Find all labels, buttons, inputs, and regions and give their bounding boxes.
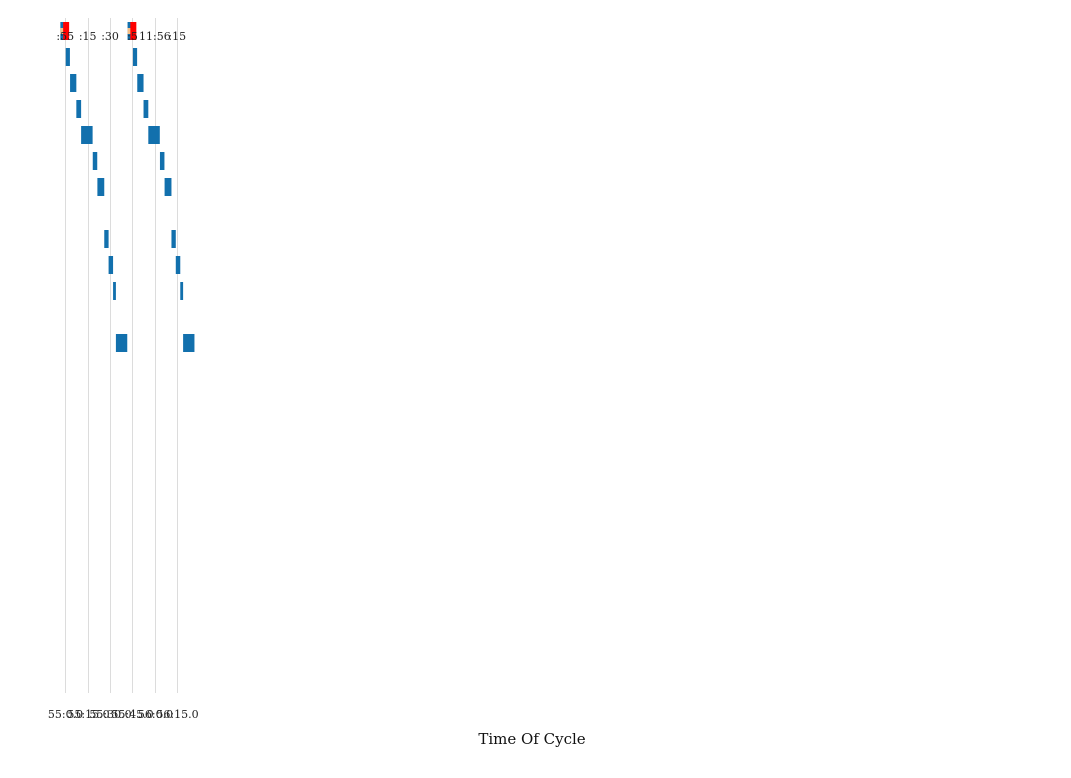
x-tick-label-top: :30 bbox=[101, 30, 119, 43]
gantt-bar bbox=[159, 152, 165, 170]
gantt-bar bbox=[143, 100, 149, 118]
x-tick-label-bottom: 55:0.0 bbox=[48, 708, 83, 721]
gantt-bar bbox=[104, 230, 109, 248]
gantt-bar bbox=[81, 126, 93, 144]
gantt-bar bbox=[148, 126, 160, 144]
legend-layer bbox=[60, 22, 137, 40]
legend-stripe bbox=[127, 28, 133, 34]
gantt-bar bbox=[115, 334, 128, 352]
gantt-bar bbox=[175, 256, 181, 274]
gantt-bar bbox=[164, 178, 172, 196]
x-tick-label-bottom: 55:30.0 bbox=[89, 708, 131, 721]
x-tick-label-bottom: 55:45.0 bbox=[111, 708, 153, 721]
legend-marker bbox=[63, 22, 70, 40]
bar-layer bbox=[65, 48, 195, 352]
gantt-bar bbox=[137, 74, 144, 92]
x-tick-label-bottom: 56:15.0 bbox=[156, 708, 198, 721]
x-tick-label-top: 11:56 bbox=[139, 30, 171, 43]
gantt-bar bbox=[70, 74, 77, 92]
gantt-bar bbox=[76, 100, 82, 118]
x-tick-label-top: :15 bbox=[168, 30, 186, 43]
gantt-bar bbox=[180, 282, 184, 300]
x-tick-label-top: :15 bbox=[79, 30, 97, 43]
grid-layer bbox=[65, 18, 178, 693]
x-tick-label-bottom: 55:15.0 bbox=[67, 708, 109, 721]
gantt-bar bbox=[132, 48, 138, 66]
x-tick-label-bottom: 56:0.0 bbox=[138, 708, 173, 721]
x-tick-label-top: :55 bbox=[56, 30, 74, 43]
gantt-bar bbox=[113, 282, 116, 300]
legend-stripe bbox=[60, 28, 66, 34]
x-axis-title: Time Of Cycle bbox=[478, 730, 585, 748]
bottom-tick-layer: 55:0.055:15.055:30.055:45.056:0.056:15.0 bbox=[48, 708, 199, 721]
legend-marker bbox=[130, 22, 137, 40]
top-tick-layer: :55:15:30:5 11:56:15 bbox=[56, 30, 186, 43]
gantt-bar bbox=[108, 256, 114, 274]
gantt-bar bbox=[183, 334, 195, 352]
gantt-bar bbox=[92, 152, 98, 170]
gantt-bar bbox=[65, 48, 70, 66]
gantt-bar bbox=[97, 178, 105, 196]
x-tick-label-top: :5 bbox=[127, 30, 138, 43]
gantt-bar bbox=[171, 230, 176, 248]
